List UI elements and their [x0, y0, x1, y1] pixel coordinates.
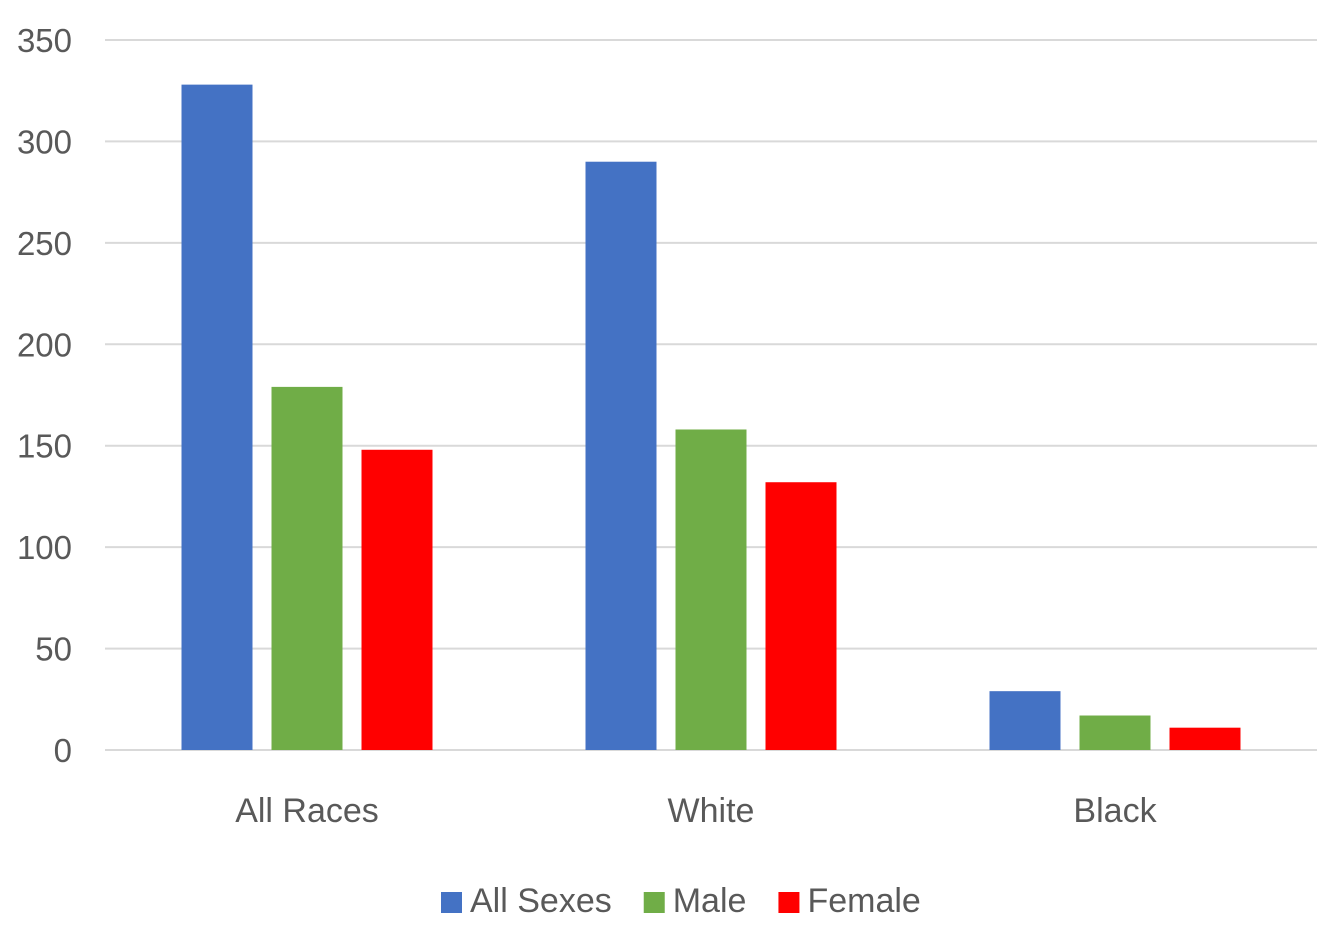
legend-swatch	[643, 892, 665, 913]
x-category-label: All Races	[235, 792, 379, 830]
bar-male-white	[675, 429, 747, 750]
bar-female-all-races	[361, 449, 433, 750]
y-axis-ticks: 0 50 100 150 200 250 300 350	[17, 22, 72, 769]
y-tick-label: 50	[35, 631, 72, 668]
x-category-label: Black	[1073, 792, 1157, 830]
legend-swatch	[441, 892, 462, 913]
y-tick-label: 300	[17, 123, 72, 160]
legend-label: All Sexes	[470, 882, 612, 920]
bar-female-white	[765, 482, 837, 750]
bar-all-sexes-black	[989, 691, 1061, 750]
x-axis-categories: All Races White Black	[235, 792, 1157, 830]
y-tick-label: 100	[17, 529, 72, 566]
y-tick-label: 350	[17, 22, 72, 59]
legend: All Sexes Male Female	[441, 882, 921, 920]
x-category-label: White	[668, 792, 755, 830]
bars	[181, 84, 1241, 751]
bar-all-sexes-white	[585, 161, 657, 750]
bar-male-black	[1079, 715, 1151, 750]
y-tick-label: 0	[54, 732, 72, 769]
y-tick-label: 200	[17, 326, 72, 363]
legend-swatch	[778, 892, 800, 913]
y-tick-label: 250	[17, 225, 72, 262]
bar-female-black	[1169, 727, 1241, 750]
bar-male-all-races	[271, 386, 343, 750]
legend-label: Female	[807, 882, 920, 920]
legend-label: Male	[673, 882, 747, 920]
bar-all-sexes-all-races	[181, 84, 253, 751]
y-tick-label: 150	[17, 428, 72, 465]
